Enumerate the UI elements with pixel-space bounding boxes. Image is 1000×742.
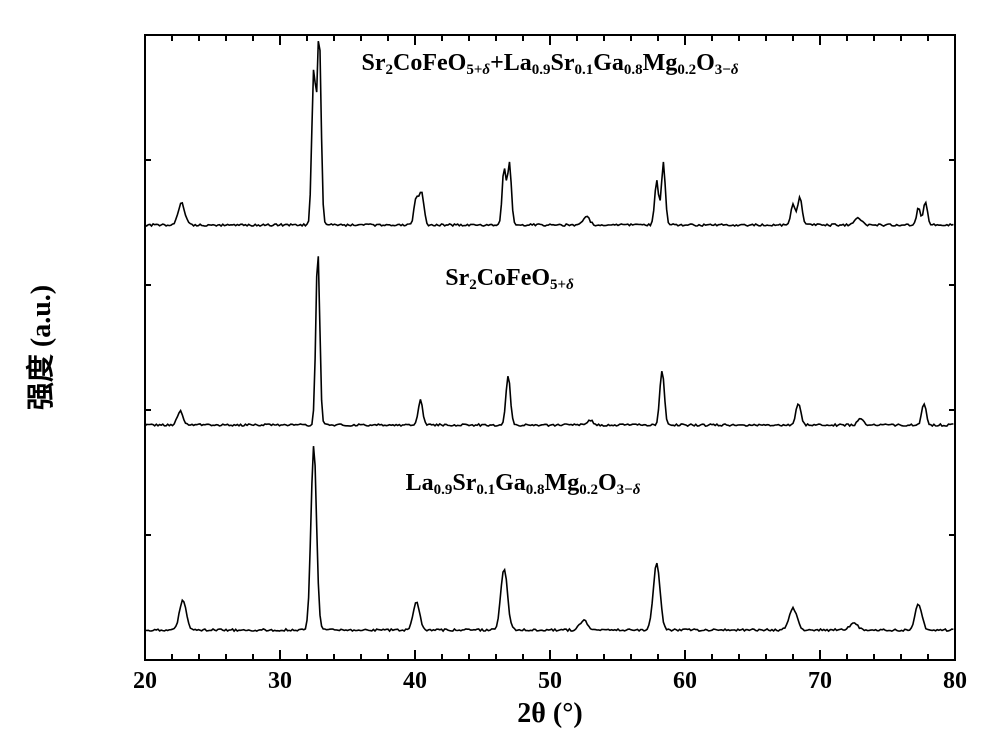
x-tick-label: 50 — [538, 668, 562, 694]
x-tick-label: 70 — [808, 668, 832, 694]
y-axis-label: 强度 (a.u.) — [25, 285, 57, 410]
x-tick-label: 30 — [268, 668, 292, 694]
x-tick-label: 60 — [673, 668, 697, 694]
x-tick-label: 80 — [943, 668, 967, 694]
x-axis-label: 2θ (°) — [517, 698, 582, 729]
xrd-chart: 20304050607080La0.9Sr0.1Ga0.8Mg0.2O3−δSr… — [0, 0, 1000, 742]
x-tick-label: 20 — [133, 668, 157, 694]
x-tick-label: 40 — [403, 668, 427, 694]
